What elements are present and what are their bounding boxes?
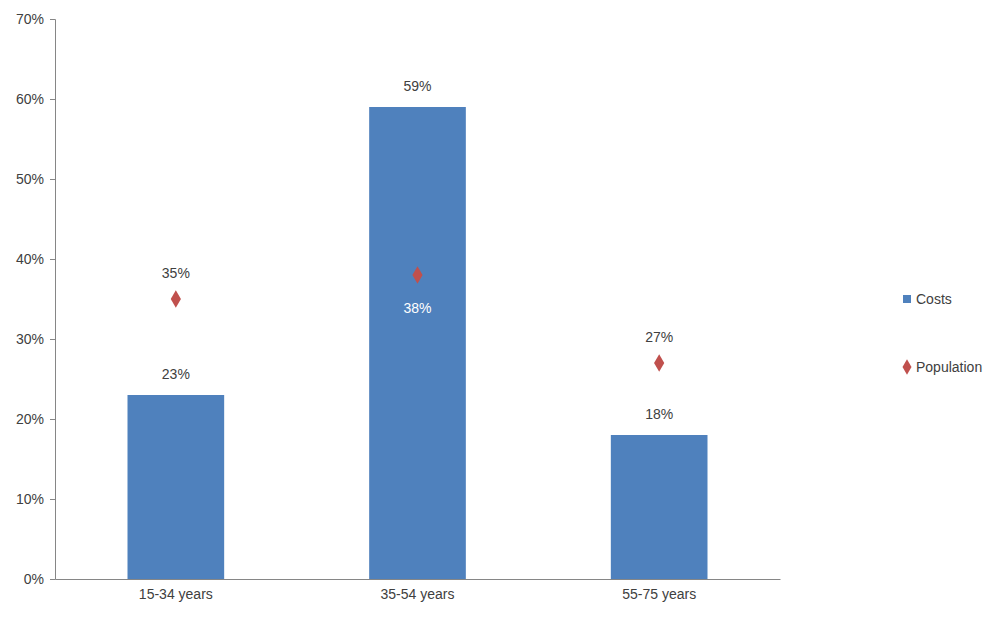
tick-label: 50% <box>16 171 44 187</box>
tick: 15-34 years <box>139 579 213 602</box>
point <box>654 354 664 372</box>
tick: 0% <box>24 571 55 587</box>
tick-label: 20% <box>16 411 44 427</box>
tick-label: 55-75 years <box>622 586 696 602</box>
tick: 30% <box>16 331 55 347</box>
legend-label: Population <box>916 359 982 375</box>
legend: Costs Population <box>903 291 983 375</box>
x-axis: 15-34 years 35-54 years 55-75 years <box>56 579 781 602</box>
data-label: 35% <box>162 265 190 281</box>
chart: 23% 59% 18% 35% 38% 27% 0% 10% 20% 30% 40% 50% 60% 70… <box>0 0 1000 624</box>
tick: 35-54 years <box>381 579 455 602</box>
axis-line <box>56 579 781 580</box>
tick-label: 60% <box>16 91 44 107</box>
plot-area: 23% 59% 18% 35% 38% 27% 0% 10% 20% 30% 40% 50% 60% 70… <box>16 11 781 602</box>
point <box>412 266 422 284</box>
bar <box>611 435 708 579</box>
tick-label: 70% <box>16 11 44 27</box>
tick-mark <box>50 419 55 420</box>
point <box>171 290 181 308</box>
tick-mark <box>50 579 55 580</box>
data-label: 18% <box>645 406 673 422</box>
tick-label: 10% <box>16 491 44 507</box>
tick: 20% <box>16 411 55 427</box>
legend-item: Population <box>903 359 983 375</box>
bar <box>369 107 466 579</box>
data-label: 23% <box>162 366 190 382</box>
tick-label: 0% <box>24 571 44 587</box>
tick-mark <box>50 179 55 180</box>
tick: 40% <box>16 251 55 267</box>
data-label: 59% <box>403 78 431 94</box>
marks <box>128 107 708 579</box>
tick: 50% <box>16 171 55 187</box>
tick: 10% <box>16 491 55 507</box>
tick-mark <box>50 19 55 20</box>
tick: 70% <box>16 11 55 27</box>
tick: 55-75 years <box>622 579 696 602</box>
tick-mark <box>50 339 55 340</box>
tick-label: 30% <box>16 331 44 347</box>
legend-item: Costs <box>903 291 952 307</box>
tick-mark <box>50 259 55 260</box>
axis-line <box>50 20 56 580</box>
tick-label: 15-34 years <box>139 586 213 602</box>
y-axis: 0% 10% 20% 30% 40% 50% 60% 70% <box>16 11 56 587</box>
legend-label: Costs <box>916 291 952 307</box>
tick-mark <box>50 99 55 100</box>
data-labels: 23% 59% 18% 35% 38% 27% <box>162 78 673 422</box>
data-label: 27% <box>645 329 673 345</box>
tick-label: 35-54 years <box>381 586 455 602</box>
tick: 60% <box>16 91 55 107</box>
tick-mark <box>50 499 55 500</box>
tick-label: 40% <box>16 251 44 267</box>
data-label: 38% <box>403 300 431 316</box>
legend-swatch <box>903 295 911 303</box>
bar <box>128 395 225 579</box>
legend-swatch <box>903 359 912 375</box>
